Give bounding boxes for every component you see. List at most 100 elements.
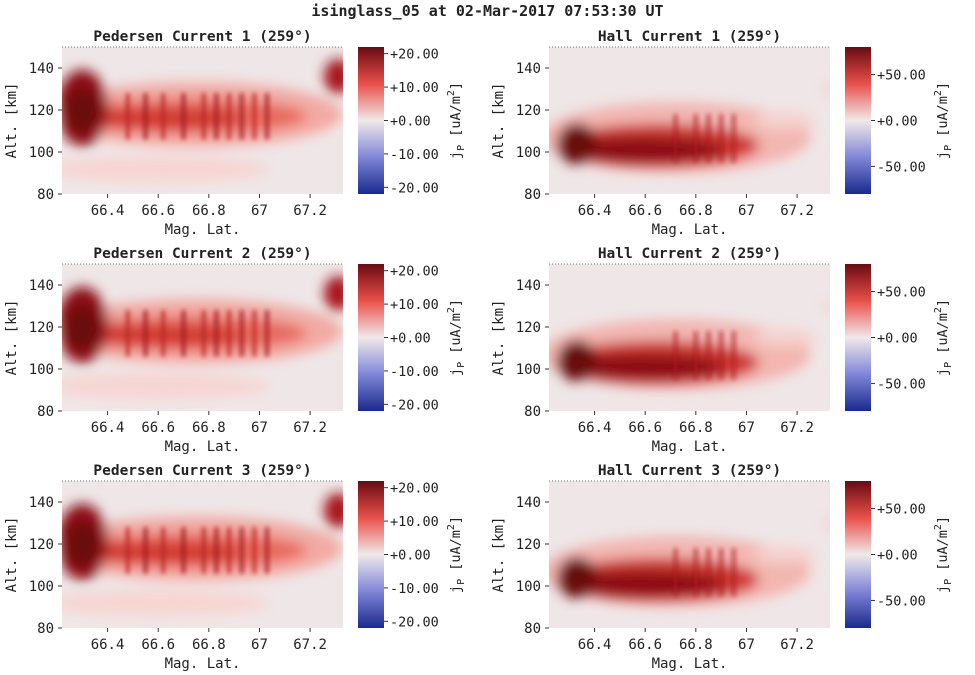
- y-tick-label: 140: [516, 61, 541, 77]
- y-tick-label: 100: [29, 145, 54, 161]
- x-tick-label: 66.6: [141, 637, 175, 653]
- colorbar-label: jP [uA/m2]: [933, 516, 954, 593]
- subplot-title: Pedersen Current 3 (259°): [93, 463, 311, 479]
- x-tick-label: 66.4: [91, 203, 125, 219]
- current-striations: [673, 331, 736, 380]
- x-tick-label: 67.2: [780, 420, 814, 436]
- x-tick-label: 67: [251, 637, 268, 653]
- colorbar-tick-label: +0.00: [877, 331, 918, 347]
- colorbar-tick-label: +0.00: [390, 114, 431, 130]
- x-tick-label: 66.6: [141, 420, 175, 436]
- x-axis-label: Mag. Lat.: [652, 656, 728, 672]
- y-tick-label: 100: [516, 579, 541, 595]
- y-tick-label: 140: [516, 278, 541, 294]
- y-tick-label: 100: [516, 362, 541, 378]
- x-tick-label: 67.2: [780, 637, 814, 653]
- x-tick-label: 67: [738, 203, 755, 219]
- y-tick-label: 100: [516, 145, 541, 161]
- current-band: [62, 58, 343, 183]
- colorbar-label: jP [uA/m2]: [933, 299, 954, 376]
- x-tick-label: 66.6: [141, 203, 175, 219]
- colorbar-gradient: [358, 264, 384, 411]
- colorbar-tick-label: +50.00: [877, 68, 926, 84]
- subplot-1: Pedersen Current 1 (259°) 66.4 66.6 66.8 67 6…: [4, 29, 467, 238]
- colorbar-tick-label: +0.00: [390, 548, 431, 564]
- x-axis-label: Mag. Lat.: [652, 222, 728, 238]
- subplot-4: Hall Current 2 (259°) 66.4 66.6 66.8 67 67.2 M…: [491, 246, 954, 455]
- x-tick-label: 66.6: [628, 203, 662, 219]
- x-tick-label: 66.4: [91, 420, 125, 436]
- heatmap-image: [549, 264, 830, 411]
- x-tick-label: 66.8: [679, 420, 713, 436]
- subplot-title: Hall Current 3 (259°): [598, 463, 781, 479]
- colorbar-tick-label: +0.00: [390, 331, 431, 347]
- colorbar: +20.00 +10.00 +0.00 -10.00 -20.00 jP [uA/m2]: [358, 264, 467, 413]
- current-band: [549, 300, 830, 390]
- colorbar: +50.00 +0.00 -50.00 jP [uA/m2]: [845, 264, 954, 411]
- y-tick-label: 120: [516, 103, 541, 119]
- x-tick-label: 66.8: [192, 637, 226, 653]
- x-tick-label: 66.4: [91, 637, 125, 653]
- x-tick-label: 67: [738, 420, 755, 436]
- colorbar-tick-label: -50.00: [877, 159, 926, 175]
- current-striations: [673, 114, 736, 163]
- x-tick-label: 67.2: [293, 637, 327, 653]
- colorbar: +50.00 +0.00 -50.00 jP [uA/m2]: [845, 481, 954, 628]
- y-axis-label: Alt. [km]: [4, 300, 20, 376]
- y-axis-label: Alt. [km]: [491, 300, 507, 376]
- y-tick-label: 140: [29, 278, 54, 294]
- colorbar-tick-label: -50.00: [877, 593, 926, 609]
- colorbar-tick-label: +10.00: [390, 514, 439, 530]
- subplot-6: Hall Current 3 (259°) 66.4 66.6 66.8 67 67.2 M…: [491, 463, 954, 672]
- colorbar-gradient: [845, 47, 871, 194]
- x-axis-label: Mag. Lat.: [652, 439, 728, 455]
- x-tick-label: 66.4: [578, 637, 612, 653]
- y-tick-label: 140: [29, 495, 54, 511]
- current-striations: [125, 93, 270, 140]
- y-axis-label: Alt. [km]: [4, 83, 20, 159]
- x-tick-label: 66.4: [578, 203, 612, 219]
- subplot-3: Pedersen Current 2 (259°) 66.4 66.6 66.8 67 6…: [4, 246, 467, 455]
- current-band: [549, 83, 830, 173]
- x-tick-label: 67: [738, 637, 755, 653]
- subplot-title: Pedersen Current 2 (259°): [93, 246, 311, 262]
- colorbar: +50.00 +0.00 -50.00 jP [uA/m2]: [845, 47, 954, 194]
- y-axis-label: Alt. [km]: [4, 517, 20, 593]
- colorbar-tick-label: +0.00: [877, 548, 918, 564]
- x-tick-label: 66.4: [578, 420, 612, 436]
- x-tick-label: 66.8: [192, 203, 226, 219]
- colorbar-gradient: [358, 481, 384, 628]
- colorbar-tick-label: -10.00: [390, 364, 439, 380]
- colorbar-tick-label: -20.00: [390, 180, 439, 196]
- colorbar-tick-label: +0.00: [877, 114, 918, 130]
- y-tick-label: 80: [37, 621, 54, 637]
- colorbar-tick-label: +20.00: [390, 47, 439, 63]
- y-tick-label: 80: [37, 404, 54, 420]
- x-tick-label: 66.6: [628, 637, 662, 653]
- colorbar: +20.00 +10.00 +0.00 -10.00 -20.00 jP [uA/m2]: [358, 47, 467, 196]
- colorbar-tick-label: -20.00: [390, 397, 439, 413]
- colorbar-gradient: [358, 47, 384, 194]
- y-tick-label: 140: [516, 495, 541, 511]
- colorbar-label: jP [uA/m2]: [933, 82, 954, 159]
- x-tick-label: 66.6: [628, 420, 662, 436]
- y-axis-label: Alt. [km]: [491, 517, 507, 593]
- y-tick-label: 120: [29, 537, 54, 553]
- colorbar-tick-label: +20.00: [390, 264, 439, 280]
- y-tick-label: 80: [524, 621, 541, 637]
- subplot-2: Hall Current 1 (259°) 66.4 66.6 66.8 67 67.2 M…: [491, 29, 954, 238]
- y-tick-label: 80: [524, 404, 541, 420]
- colorbar-label: jP [uA/m2]: [446, 516, 467, 593]
- x-axis-label: Mag. Lat.: [165, 656, 241, 672]
- y-tick-label: 140: [29, 61, 54, 77]
- colorbar-tick-label: -50.00: [877, 376, 926, 392]
- figure-title: isinglass_05 at 02-Mar-2017 07:53:30 UT: [311, 2, 664, 20]
- y-tick-label: 100: [29, 579, 54, 595]
- current-striations: [125, 527, 270, 574]
- y-tick-label: 120: [29, 320, 54, 336]
- x-tick-label: 67.2: [780, 203, 814, 219]
- colorbar-tick-label: -20.00: [390, 614, 439, 630]
- heatmap-image: [62, 264, 343, 411]
- colorbar-tick-label: +20.00: [390, 481, 439, 497]
